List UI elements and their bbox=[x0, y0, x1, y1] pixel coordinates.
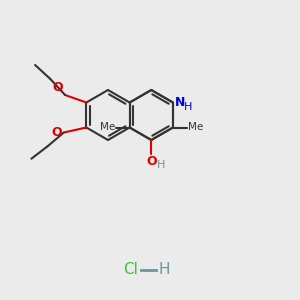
Text: O: O bbox=[52, 81, 63, 94]
Text: H: H bbox=[158, 262, 169, 278]
Text: N: N bbox=[175, 96, 185, 109]
Text: Me: Me bbox=[100, 122, 115, 133]
Text: Me: Me bbox=[188, 122, 203, 133]
Text: Cl: Cl bbox=[123, 262, 138, 278]
Text: O: O bbox=[51, 126, 62, 139]
Text: H: H bbox=[157, 160, 166, 170]
Text: O: O bbox=[146, 155, 157, 168]
Text: H: H bbox=[184, 101, 192, 112]
